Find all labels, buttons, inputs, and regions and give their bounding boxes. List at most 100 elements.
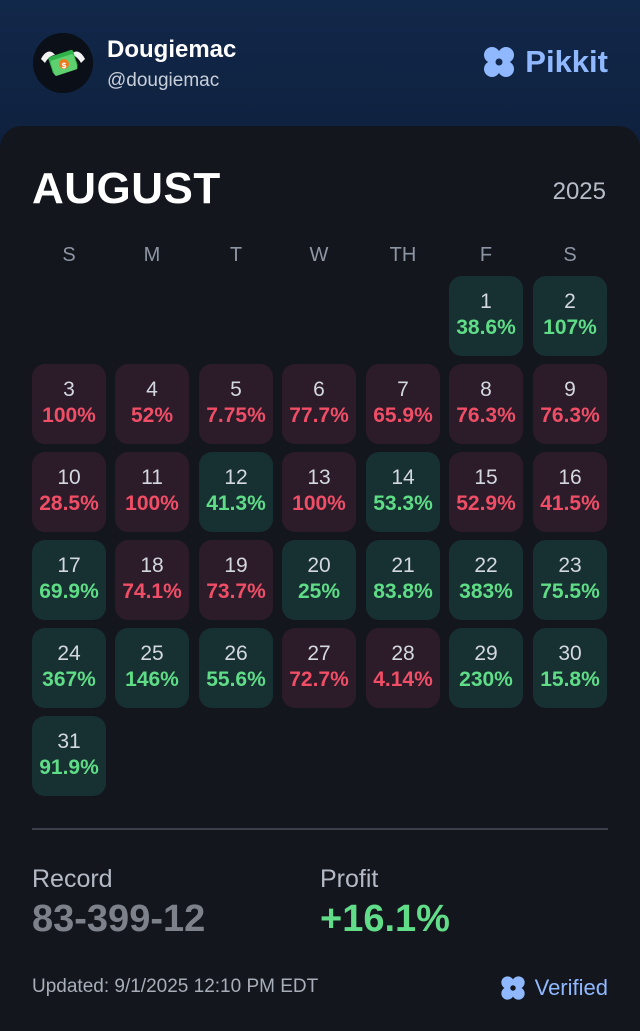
day-percent: 72.7% <box>289 668 349 691</box>
day-percent: 76.3% <box>456 404 516 427</box>
day-cell[interactable]: 1 38.6% <box>449 276 523 356</box>
weekday-label: TH <box>389 244 417 266</box>
day-number: 13 <box>307 466 331 489</box>
day-percent: 53.3% <box>373 492 433 515</box>
day-number: 19 <box>224 554 248 577</box>
day-percent: 38.6% <box>456 316 516 339</box>
day-percent: 41.5% <box>540 492 600 515</box>
day-cell[interactable]: 16 41.5% <box>533 452 607 532</box>
day-cell[interactable]: 9 76.3% <box>533 364 607 444</box>
day-number: 16 <box>558 466 582 489</box>
money-wings-icon: $ <box>33 33 93 93</box>
day-number: 17 <box>57 554 81 577</box>
day-cell[interactable]: 7 65.9% <box>366 364 440 444</box>
user-handle: @dougiemac <box>107 70 220 91</box>
day-percent: 52% <box>130 404 174 427</box>
day-number: 4 <box>146 378 158 401</box>
day-cell[interactable]: 14 53.3% <box>366 452 440 532</box>
day-number: 23 <box>558 554 582 577</box>
svg-text:$: $ <box>61 61 67 70</box>
day-percent: 107% <box>543 316 597 339</box>
weekday-label: F <box>479 244 493 266</box>
day-cell[interactable]: 12 41.3% <box>199 452 273 532</box>
day-cell[interactable]: 4 52% <box>115 364 189 444</box>
day-number: 24 <box>57 642 81 665</box>
verified-label: Verified <box>534 975 608 1000</box>
day-percent: 91.9% <box>39 756 99 779</box>
day-number: 18 <box>140 554 164 577</box>
day-cell[interactable]: 23 75.5% <box>533 540 607 620</box>
day-number: 15 <box>474 466 498 489</box>
day-percent: 28.5% <box>39 492 99 515</box>
day-percent: 52.9% <box>456 492 516 515</box>
day-percent: 76.3% <box>540 404 600 427</box>
day-number: 22 <box>474 554 498 577</box>
weekday-label: M <box>143 244 161 266</box>
day-cell[interactable]: 2 107% <box>533 276 607 356</box>
day-cell[interactable]: 26 55.6% <box>199 628 273 708</box>
day-cell[interactable]: 25 146% <box>115 628 189 708</box>
profit-value: +16.1% <box>320 898 450 940</box>
day-percent: 83.8% <box>373 580 433 603</box>
day-percent: 15.8% <box>540 668 600 691</box>
day-percent: 383% <box>459 580 513 603</box>
day-number: 30 <box>558 642 582 665</box>
day-percent: 100% <box>292 492 346 515</box>
day-number: 14 <box>391 466 415 489</box>
day-number: 6 <box>313 378 325 401</box>
day-percent: 75.5% <box>540 580 600 603</box>
day-cell[interactable]: 30 15.8% <box>533 628 607 708</box>
user-name: Dougiemac <box>107 36 237 63</box>
weekday-label: S <box>62 244 76 266</box>
clover-icon <box>484 47 515 77</box>
day-percent: 77.7% <box>289 404 349 427</box>
day-cell[interactable]: 5 7.75% <box>199 364 273 444</box>
day-number: 7 <box>397 378 409 401</box>
day-cell[interactable]: 22 383% <box>449 540 523 620</box>
day-number: 12 <box>224 466 248 489</box>
brand-logo: Pikkit <box>481 44 608 80</box>
day-cell[interactable]: 11 100% <box>115 452 189 532</box>
day-cell[interactable]: 8 76.3% <box>449 364 523 444</box>
day-cell[interactable]: 15 52.9% <box>449 452 523 532</box>
day-percent: 74.1% <box>122 580 182 603</box>
day-cell[interactable]: 31 91.9% <box>32 716 106 796</box>
day-number: 29 <box>474 642 498 665</box>
day-number: 10 <box>57 466 81 489</box>
day-percent: 55.6% <box>206 668 266 691</box>
day-percent: 69.9% <box>39 580 99 603</box>
record-value: 83-399-12 <box>32 898 206 940</box>
day-percent: 367% <box>42 668 96 691</box>
day-cell[interactable]: 6 77.7% <box>282 364 356 444</box>
weekday-label: S <box>563 244 577 266</box>
day-cell[interactable]: 10 28.5% <box>32 452 106 532</box>
day-cell[interactable]: 24 367% <box>32 628 106 708</box>
divider <box>32 828 608 830</box>
verified-badge[interactable]: Verified <box>499 974 608 1002</box>
day-cell[interactable]: 3 100% <box>32 364 106 444</box>
day-percent: 73.7% <box>206 580 266 603</box>
profit-label: Profit <box>320 865 379 893</box>
avatar[interactable]: $ <box>33 33 93 93</box>
day-number: 9 <box>564 378 576 401</box>
day-cell[interactable]: 18 74.1% <box>115 540 189 620</box>
day-cell[interactable]: 21 83.8% <box>366 540 440 620</box>
day-percent: 4.14% <box>373 668 433 691</box>
day-number: 21 <box>391 554 415 577</box>
day-number: 5 <box>230 378 242 401</box>
day-percent: 100% <box>125 492 179 515</box>
day-cell[interactable]: 28 4.14% <box>366 628 440 708</box>
day-percent: 65.9% <box>373 404 433 427</box>
day-cell[interactable]: 29 230% <box>449 628 523 708</box>
year-label: 2025 <box>552 178 606 205</box>
day-cell[interactable]: 17 69.9% <box>32 540 106 620</box>
day-number: 2 <box>564 290 576 313</box>
day-cell[interactable]: 13 100% <box>282 452 356 532</box>
day-cell[interactable]: 20 25% <box>282 540 356 620</box>
day-cell[interactable]: 27 72.7% <box>282 628 356 708</box>
day-cell[interactable]: 19 73.7% <box>199 540 273 620</box>
day-percent: 146% <box>125 668 179 691</box>
brand-name: Pikkit <box>525 44 608 79</box>
day-percent: 7.75% <box>206 404 266 427</box>
day-number: 26 <box>224 642 248 665</box>
